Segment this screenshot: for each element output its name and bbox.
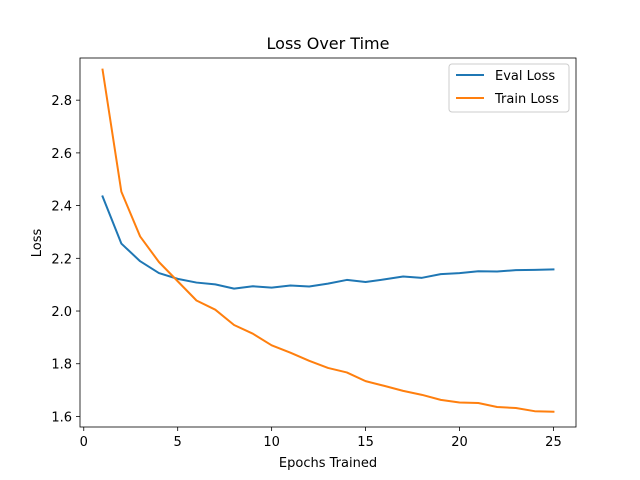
legend: Eval Loss Train Loss	[448, 63, 570, 113]
y-tick-label: 1.6	[51, 410, 72, 425]
y-tick-label: 2.0	[51, 305, 72, 320]
eval-loss-line	[101, 195, 555, 290]
chart-title: Loss Over Time	[267, 34, 390, 53]
x-tick-label: 10	[263, 435, 280, 450]
y-tick-label: 2.8	[51, 94, 72, 109]
train-loss-line	[101, 68, 555, 413]
plot-frame	[79, 57, 577, 428]
y-axis-label: Loss	[30, 229, 45, 258]
legend-eval-loss-label: Eval Loss	[495, 69, 555, 84]
y-tick-label: 2.6	[51, 147, 72, 162]
y-tick-label: 2.2	[51, 252, 72, 267]
plot-lines	[101, 68, 555, 413]
x-tick-label: 5	[174, 435, 182, 450]
x-tick-label: 15	[357, 435, 374, 450]
legend-train-loss-label: Train Loss	[494, 92, 559, 107]
y-tick-label: 2.4	[51, 200, 72, 215]
x-axis: 0 5 10 15 20 25	[80, 427, 562, 450]
x-tick-label: 25	[545, 435, 562, 450]
x-tick-label: 0	[80, 435, 88, 450]
y-tick-label: 1.8	[51, 358, 72, 373]
y-axis: 1.6 1.8 2.0 2.2 2.4 2.6 2.8	[51, 94, 80, 425]
x-axis-label: Epochs Trained	[279, 456, 377, 471]
x-tick-label: 20	[451, 435, 468, 450]
